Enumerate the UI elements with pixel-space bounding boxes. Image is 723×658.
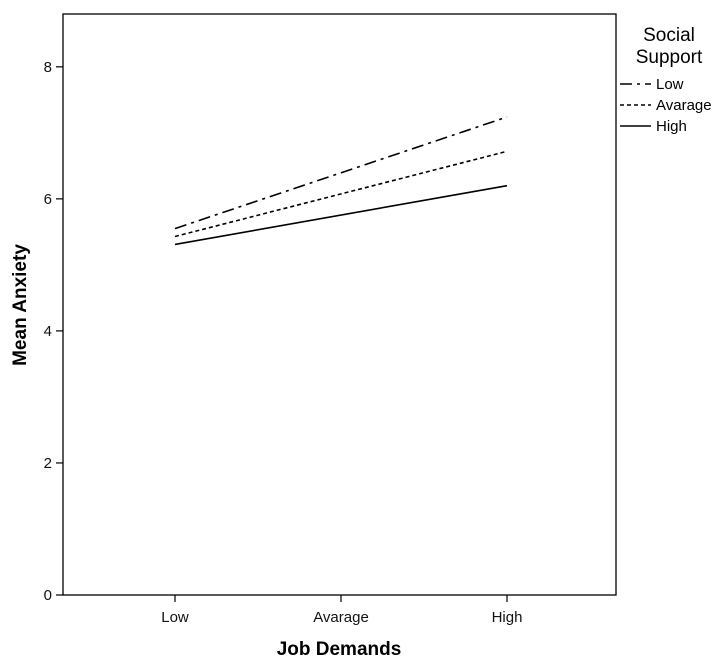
legend: Social Support Low Avarage High (620, 25, 712, 135)
legend-label-high: High (656, 118, 687, 135)
legend-title-line-1: Social (643, 25, 695, 46)
series-line-low (174, 116, 508, 230)
x-tick-label: Low (161, 609, 189, 626)
y-tick-label: 2 (44, 455, 52, 472)
x-tick-label: High (492, 609, 523, 626)
legend-title-line-2: Support (636, 47, 703, 68)
legend-label-avarage: Avarage (656, 97, 712, 114)
y-axis-title: Mean Anxiety (10, 244, 31, 366)
x-axis-title: Job Demands (277, 639, 402, 658)
series-line-avarage (174, 150, 508, 238)
plot-frame (62, 13, 617, 596)
y-tick-label: 0 (44, 587, 52, 604)
y-tick-label: 6 (44, 191, 52, 208)
series-line-high (174, 184, 508, 246)
y-tick-label: 4 (44, 323, 52, 340)
legend-label-low: Low (656, 76, 684, 93)
y-axis-ticks: 0 2 4 6 8 (44, 59, 63, 604)
y-tick-label: 8 (44, 59, 52, 76)
series-lines (174, 116, 508, 246)
x-axis-ticks: Low Avarage High (161, 595, 522, 626)
legend-items: Low Avarage High (620, 76, 712, 135)
x-tick-label: Avarage (313, 609, 369, 626)
